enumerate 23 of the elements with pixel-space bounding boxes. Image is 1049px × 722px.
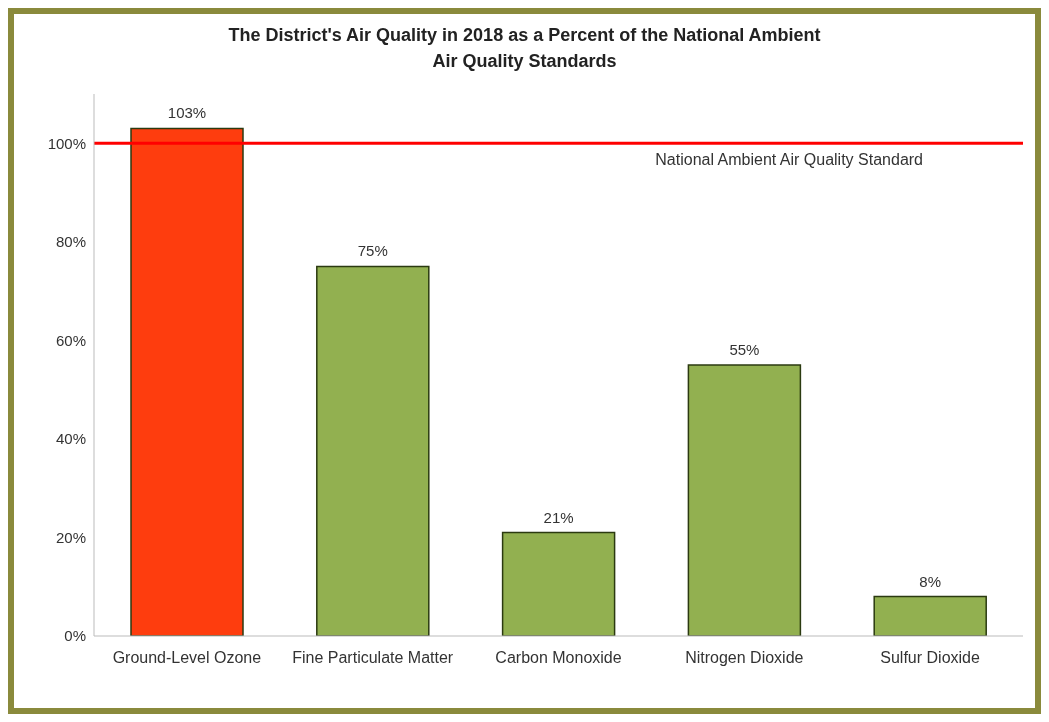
y-tick-label: 80% <box>55 233 86 251</box>
bar <box>316 265 430 636</box>
y-tick-label: 60% <box>55 331 86 349</box>
ref-line-label: National Ambient Air Quality Standard <box>655 150 923 168</box>
data-label: 8% <box>919 572 942 590</box>
bar <box>130 127 244 636</box>
y-tick-label: 40% <box>55 430 86 448</box>
x-tick-label: Nitrogen Dioxide <box>685 649 804 667</box>
bar <box>687 364 802 636</box>
y-tick-label: 0% <box>64 627 86 645</box>
data-label: 21% <box>543 508 574 526</box>
y-tick-label: 100% <box>47 134 86 152</box>
y-tick-label: 20% <box>55 528 86 546</box>
x-tick-label: Ground-Level Ozone <box>112 649 262 667</box>
chart-title: The District's Air Quality in 2018 as a Percent of the National Ambient Air Quality Standards <box>227 24 822 73</box>
data-label: 75% <box>357 242 388 260</box>
data-label: 55% <box>729 341 760 358</box>
x-tick-label: Sulfur Dioxide <box>880 649 980 667</box>
bar <box>501 531 616 636</box>
x-tick-label: Carbon Monoxide <box>495 649 622 667</box>
bar <box>873 595 987 636</box>
data-label: 103% <box>167 104 207 122</box>
x-tick-label: Fine Particulate Matter <box>292 649 454 667</box>
